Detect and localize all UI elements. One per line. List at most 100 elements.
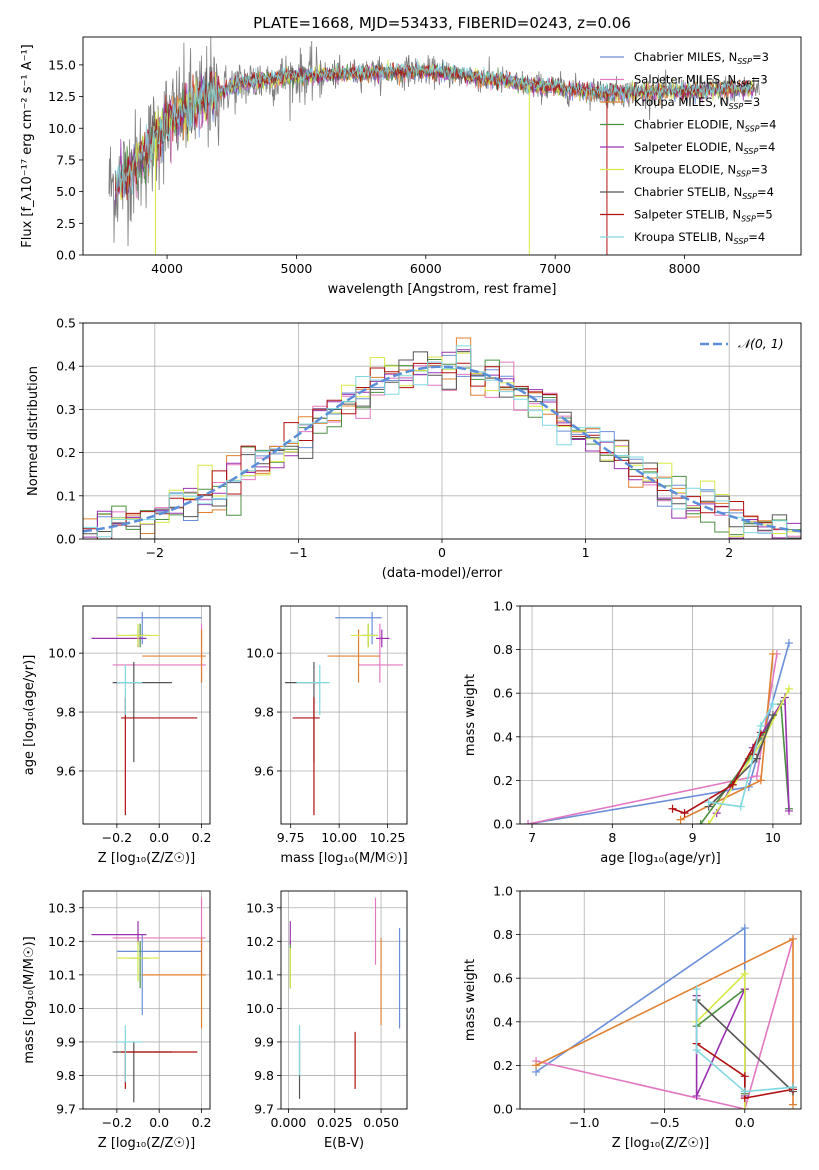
mass-weight-marker bbox=[768, 649, 777, 658]
mass-vs-ebv-xtick-label: 0.050 bbox=[363, 1115, 399, 1130]
age-vs-Z-ylabel: age [log₁₀(age/yr)] bbox=[22, 655, 37, 776]
weight-vs-Z-lines bbox=[532, 924, 797, 1109]
legend-label: Kroupa ELODIE, NSSP=3 bbox=[634, 163, 768, 179]
spectrum-ytick-label: 10.0 bbox=[48, 121, 76, 136]
weight-vs-Z-axes: −1.0 −0.5 0.0 0.0 0.2 0.4 0.6 0.8 1.0 Z [log₁₀(Z/… bbox=[463, 884, 801, 1151]
legend-label: Chabrier STELIB, NSSP=4 bbox=[634, 185, 774, 201]
spectrum-ytick-label: 5.0 bbox=[56, 184, 76, 199]
mass-vs-ebv-points bbox=[289, 897, 401, 1099]
spectrum-xtick-label: 5000 bbox=[281, 261, 313, 276]
age-vs-Z-xlabel: Z [log₁₀(Z/Z☉)] bbox=[98, 851, 195, 866]
legend-label: Salpeter ELODIE, NSSP=4 bbox=[634, 140, 775, 156]
residuals-ytick-label: 0.4 bbox=[56, 359, 76, 374]
weight-vs-Z-xtick-label: −0.5 bbox=[649, 1115, 679, 1130]
age-vs-Z-xtick-label: 0.2 bbox=[192, 830, 212, 845]
normal-curve bbox=[83, 365, 801, 533]
weight-vs-age-ytick-label: 0.4 bbox=[493, 729, 513, 744]
mass-vs-Z-ytick-label: 10.1 bbox=[48, 967, 76, 982]
age-vs-Z-points bbox=[91, 611, 206, 816]
residuals-xtick-label: −1 bbox=[289, 545, 307, 560]
mass-vs-Z-ytick-label: 10.0 bbox=[48, 1001, 76, 1016]
spectrum-xtick-label: 7000 bbox=[539, 261, 571, 276]
age-vs-mass-ytick-label: 9.8 bbox=[254, 705, 274, 720]
residuals-ytick-label: 0.2 bbox=[56, 445, 76, 460]
charts-layer: 4000 5000 6000 7000 80000.02.55.07.510.012.5… bbox=[20, 36, 802, 1151]
mass-weight-line bbox=[527, 653, 778, 824]
age-vs-mass-xtick-label: 10.00 bbox=[321, 830, 357, 845]
residuals-ytick-label: 0.0 bbox=[56, 532, 76, 547]
mass-weight-marker bbox=[704, 820, 713, 824]
weight-vs-age-axes: 7 8 9 10 0.0 0.2 0.4 0.6 0.8 1.0 age [log₁₀(age/yr… bbox=[463, 599, 801, 866]
legend-label: Chabrier ELODIE, NSSP=4 bbox=[634, 118, 776, 134]
mass-vs-ebv-ytick-label: 10.2 bbox=[246, 934, 274, 949]
age-vs-Z-ytick-label: 9.6 bbox=[56, 763, 76, 778]
weight-vs-age-ytick-label: 0.8 bbox=[493, 642, 513, 657]
age-vs-Z-axes: −0.2 0.0 0.2 9.6 9.8 10.0 Z [log₁₀(Z/Z☉)] age [… bbox=[22, 606, 211, 866]
age-vs-mass-frame bbox=[280, 605, 408, 825]
weight-vs-age-frame bbox=[519, 605, 802, 825]
spectrum-ytick-label: 2.5 bbox=[56, 216, 76, 231]
mass-vs-ebv-ytick-label: 10.1 bbox=[246, 967, 274, 982]
residuals-ylabel: Normed distribution bbox=[26, 366, 41, 496]
mass-vs-Z-axes: −0.2 0.0 0.2 9.7 9.8 9.9 10.0 10.1 10.2 10.3 Z [lo… bbox=[22, 891, 211, 1151]
mass-weight-line bbox=[535, 938, 794, 1109]
weight-vs-age-ylabel: mass weight bbox=[463, 674, 478, 756]
legend-label: Salpeter MILES, NSSP=3 bbox=[634, 73, 768, 89]
spectrum-lines bbox=[108, 37, 760, 255]
residual-legend-label: 𝒩(0, 1) bbox=[738, 336, 784, 351]
weight-vs-age-lines bbox=[524, 639, 793, 824]
legend-label: Kroupa MILES, NSSP=3 bbox=[634, 95, 760, 111]
residuals-hist bbox=[83, 337, 801, 539]
mass-vs-Z-ytick-label: 9.9 bbox=[56, 1034, 76, 1049]
mass-vs-Z-ylabel: mass [log₁₀(M/M☉)] bbox=[22, 936, 37, 1063]
weight-vs-age-xtick-label: 7 bbox=[528, 830, 536, 845]
legend-label: Kroupa STELIB, NSSP=4 bbox=[634, 230, 765, 246]
weight-vs-age-ytick-label: 0.2 bbox=[493, 773, 513, 788]
age-vs-mass-ytick-label: 9.6 bbox=[254, 763, 274, 778]
mass-weight-marker bbox=[756, 721, 765, 730]
spectrum-xtick-label: 6000 bbox=[410, 261, 442, 276]
spectrum-ylabel: Flux [f_λ10⁻¹⁷ erg cm⁻² s⁻¹ A⁻¹] bbox=[20, 44, 35, 248]
mass-vs-Z-points bbox=[91, 897, 206, 1103]
weight-vs-Z-ylabel: mass weight bbox=[463, 959, 478, 1041]
residuals-ytick-label: 0.5 bbox=[56, 316, 76, 331]
weight-vs-age-xlabel: age [log₁₀(age/yr)] bbox=[600, 851, 721, 866]
spectrum-frame bbox=[82, 36, 802, 256]
mass-weight-marker bbox=[692, 1091, 701, 1100]
mass-vs-Z-ytick-label: 9.8 bbox=[56, 1068, 76, 1083]
residuals-ytick-label: 0.3 bbox=[56, 402, 76, 417]
age-vs-Z-ytick-label: 10.0 bbox=[48, 646, 76, 661]
mass-weight-marker bbox=[784, 684, 793, 693]
weight-vs-Z-xtick-label: −1.0 bbox=[569, 1115, 599, 1130]
mass-vs-ebv-axes: 0.000 0.025 0.050 9.7 9.8 9.9 10.0 10.1 10.2 10.3… bbox=[246, 891, 407, 1151]
mass-weight-line bbox=[695, 988, 746, 1097]
mass-vs-Z-xlabel: Z [log₁₀(Z/Z☉)] bbox=[98, 1136, 195, 1151]
weight-vs-Z-frame bbox=[519, 890, 802, 1110]
mass-vs-Z-xtick-label: 0.2 bbox=[192, 1115, 212, 1130]
weight-vs-age-xtick-label: 8 bbox=[608, 830, 616, 845]
mass-vs-ebv-ytick-label: 9.8 bbox=[254, 1068, 274, 1083]
mass-weight-marker bbox=[740, 1072, 749, 1081]
weight-vs-Z-xtick-label: 0.0 bbox=[735, 1115, 755, 1130]
mass-vs-ebv-xtick-label: 0.025 bbox=[317, 1115, 353, 1130]
weight-vs-age-xtick-label: 9 bbox=[689, 830, 697, 845]
mass-vs-Z-xtick-label: 0.0 bbox=[149, 1115, 169, 1130]
mass-vs-ebv-xtick-label: 0.000 bbox=[271, 1115, 307, 1130]
age-vs-mass-xtick-label: 9.75 bbox=[277, 830, 305, 845]
weight-vs-Z-ytick-label: 0.0 bbox=[493, 1102, 513, 1117]
spectrum-ytick-label: 7.5 bbox=[56, 152, 76, 167]
mass-weight-marker bbox=[788, 1100, 797, 1109]
age-vs-mass-xtick-label: 10.25 bbox=[370, 830, 406, 845]
mass-weight-marker bbox=[752, 772, 761, 781]
mass-vs-ebv-ytick-label: 10.3 bbox=[246, 900, 274, 915]
mass-vs-Z-ytick-label: 10.3 bbox=[48, 900, 76, 915]
residuals-ytick-label: 0.1 bbox=[56, 488, 76, 503]
mass-weight-line bbox=[708, 703, 774, 808]
mass-weight-marker bbox=[788, 1083, 797, 1092]
spectrum-xtick-label: 8000 bbox=[669, 261, 701, 276]
mass-weight-marker bbox=[756, 776, 765, 785]
mass-vs-ebv-ytick-label: 10.0 bbox=[246, 1001, 274, 1016]
spectrum-ytick-label: 15.0 bbox=[48, 57, 76, 72]
spectrum-legend: Chabrier MILES, NSSP=3 Salpeter MILES, NS… bbox=[600, 50, 776, 246]
